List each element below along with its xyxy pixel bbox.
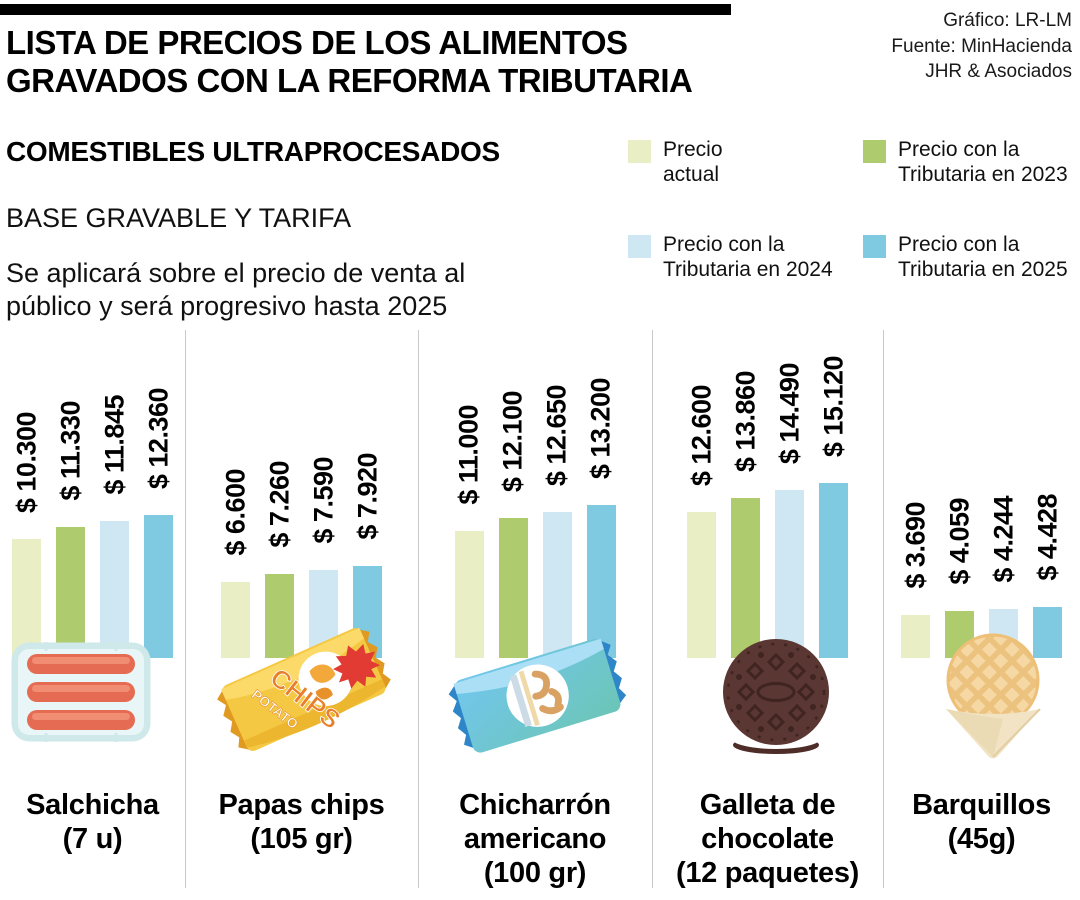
bar-series-4: $ 13.200 <box>586 378 616 658</box>
section-subheading: BASE GRAVABLE Y TARIFA <box>6 203 352 233</box>
bar-series-2: $ 13.860 <box>730 371 760 658</box>
bar-value-label: $ 15.120 <box>818 355 848 457</box>
bar-value-label: $ 12.600 <box>686 384 716 486</box>
legend-item-2: Precio con la Tributaria en 2023 <box>863 138 1068 188</box>
chocolate-cookie-icon <box>721 638 831 761</box>
chips-bag-icon: POTATO CHIPS <box>210 618 405 783</box>
top-black-bar <box>0 4 731 15</box>
product-label: Papas chips (105 gr) <box>218 789 385 856</box>
legend-item-1: Precio actual <box>628 138 723 188</box>
bar-value-label: $ 4.244 <box>988 496 1018 583</box>
bar-value-label: $ 4.059 <box>944 498 974 585</box>
legend-swatch-icon <box>863 235 886 258</box>
product-label: Barquillos (45g) <box>912 789 1051 856</box>
bar-value-label: $ 10.300 <box>11 411 41 513</box>
product-column-sausages-tray: $ 10.300 $ 11.330 $ 11.845 $ 12.360 Salchic… <box>0 330 185 890</box>
bar-value-label: $ 13.860 <box>730 370 760 472</box>
bar-series-4: $ 12.360 <box>143 388 173 658</box>
divider-line <box>883 330 884 888</box>
bar-series-3: $ 12.650 <box>542 385 572 658</box>
bar-series-1: $ 11.000 <box>454 405 484 658</box>
legend-swatch-icon <box>628 140 651 163</box>
bar-series-1: $ 6.600 <box>220 469 250 658</box>
bar-series-3: $ 14.490 <box>774 363 804 658</box>
bar-value-label: $ 14.490 <box>774 362 804 464</box>
bar-group: $ 11.000 $ 12.100 $ 12.650 $ 13.200 <box>418 330 652 658</box>
legend-swatch-icon <box>628 235 651 258</box>
bar-value-label: $ 11.845 <box>99 395 129 495</box>
product-label: Salchicha (7 u) <box>26 789 159 856</box>
bar-group: $ 6.600 $ 7.260 $ 7.590 $ 7.920 <box>185 330 418 658</box>
legend-label: Precio con la Tributaria en 2023 <box>898 138 1068 186</box>
bar-series-1: $ 12.600 <box>686 385 716 658</box>
product-column-chips-bag: $ 6.600 $ 7.260 $ 7.590 $ 7.920 POTATO CHIP… <box>185 330 418 890</box>
credit-graphic: Gráfico: LR-LM <box>943 10 1072 31</box>
bar-series-1: $ 10.300 <box>11 412 41 658</box>
bar-value-label: $ 7.260 <box>264 461 294 548</box>
page-title: LISTA DE PRECIOS DE LOS ALIMENTOS GRAVAD… <box>6 24 693 99</box>
bar-group: $ 10.300 $ 11.330 $ 11.845 $ 12.360 <box>0 330 185 658</box>
bar-value-label: $ 7.590 <box>308 457 338 544</box>
bar-series-1: $ 3.690 <box>900 502 930 658</box>
legend-swatch-icon <box>863 140 886 163</box>
bar-series-3: $ 11.845 <box>99 395 129 658</box>
bar-value-label: $ 11.330 <box>55 401 85 501</box>
legend-label: Precio actual <box>663 138 723 186</box>
section-description: Se aplicará sobre el precio de venta al … <box>6 258 466 321</box>
product-label: Galleta de chocolate (12 paquetes) <box>675 789 860 890</box>
bar-value-label: $ 4.428 <box>1032 494 1062 581</box>
legend-item-3: Precio con la Tributaria en 2024 <box>628 233 833 283</box>
divider-line <box>652 330 653 888</box>
product-column-blue-snack-bag: $ 11.000 $ 12.100 $ 12.650 $ 13.200 Chichar… <box>418 330 652 890</box>
bar-series-4: $ 4.428 <box>1032 494 1062 658</box>
waffle-cone-icon <box>941 633 1045 766</box>
legend-label: Precio con la Tributaria en 2024 <box>663 233 833 281</box>
credit-source: Fuente: MinHacienda <box>891 35 1072 57</box>
bar-value-label: $ 11.000 <box>453 405 484 505</box>
section-subtitle: COMESTIBLES ULTRAPROCESADOS <box>6 136 500 167</box>
legend-item-4: Precio con la Tributaria en 2025 <box>863 233 1068 283</box>
sausages-tray-icon <box>10 641 152 748</box>
legend-label: Precio con la Tributaria en 2025 <box>898 233 1068 281</box>
bar-group: $ 12.600 $ 13.860 $ 14.490 $ 15.120 <box>652 330 883 658</box>
title-line-1: LISTA DE PRECIOS DE LOS ALIMENTOS <box>6 24 628 61</box>
bar-series-2: $ 12.100 <box>498 391 528 658</box>
bar-series-4: $ 15.120 <box>818 356 848 658</box>
product-column-waffle-cone: $ 3.690 $ 4.059 $ 4.244 $ 4.428 Barquillos(… <box>883 330 1080 890</box>
bar-value-label: $ 12.360 <box>143 387 173 489</box>
bar-value-label: $ 12.650 <box>541 384 572 486</box>
product-label: Chicharrón americano (100 gr) <box>459 789 611 890</box>
bar-value-label: $ 7.920 <box>352 453 382 540</box>
credits: Gráfico: LR-LM Fuente: MinHacienda JHR &… <box>891 8 1072 85</box>
credit-source-2: JHR & Asociados <box>925 61 1072 83</box>
bar-value-label: $ 6.600 <box>220 469 250 556</box>
product-column-chocolate-cookie: $ 12.600 $ 13.860 $ 14.490 $ 15.120 Galleta… <box>652 330 883 890</box>
bar-group: $ 3.690 $ 4.059 $ 4.244 $ 4.428 <box>883 330 1080 658</box>
divider-line <box>185 330 186 888</box>
divider-line <box>418 330 419 888</box>
bar-value-label: $ 13.200 <box>585 377 616 479</box>
bar-series-2: $ 7.260 <box>264 461 294 658</box>
bar-value-label: $ 12.100 <box>497 390 528 492</box>
bar-value-label: $ 3.690 <box>900 502 930 589</box>
bar-series-2: $ 11.330 <box>55 401 85 658</box>
blue-snack-bag-icon <box>443 630 638 786</box>
title-line-2: GRAVADOS CON LA REFORMA TRIBUTARIA <box>6 61 693 99</box>
